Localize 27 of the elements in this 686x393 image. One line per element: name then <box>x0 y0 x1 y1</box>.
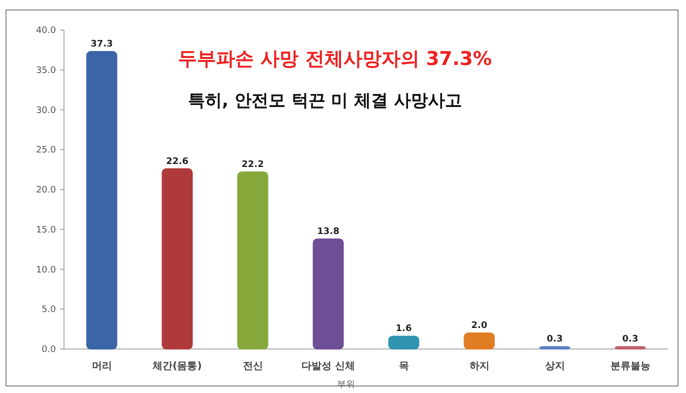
x-tick: 전신 <box>242 361 263 372</box>
data-label: 2.0 <box>471 321 488 332</box>
data-label: 0.3 <box>546 334 563 345</box>
y-tick: 0.0 <box>42 345 56 355</box>
y-tick: 30.0 <box>36 106 56 116</box>
data-label: 22.6 <box>166 156 188 167</box>
annotation: 두부파손 사망 전체사망자의 37.3% <box>178 48 492 70</box>
x-tick: 목 <box>398 361 409 372</box>
y-tick: 25.0 <box>36 146 56 156</box>
data-label: 13.8 <box>317 226 340 237</box>
x-tick: 체간(몸통) <box>152 361 202 372</box>
y-tick: 40.0 <box>36 26 56 36</box>
x-tick: 머리 <box>92 361 112 372</box>
y-tick: 15.0 <box>36 225 56 236</box>
x-tick: 다발성 신체 <box>302 361 355 372</box>
y-tick: 5.0 <box>42 305 56 316</box>
annotation: 특히, 안전모 턱끈 미 체결 사망사고 <box>188 91 462 111</box>
data-label: 0.3 <box>622 334 638 345</box>
y-tick: 10.0 <box>36 265 56 276</box>
x-tick: 상지 <box>544 361 565 372</box>
data-label: 22.2 <box>242 160 264 170</box>
x-tick: 하지 <box>469 361 490 372</box>
data-label: 1.6 <box>396 324 412 334</box>
x-tick: 분류불능 <box>610 361 650 372</box>
y-tick: 20.0 <box>36 186 56 196</box>
y-tick: 35.0 <box>36 66 56 76</box>
data-label: 37.3 <box>90 40 113 50</box>
